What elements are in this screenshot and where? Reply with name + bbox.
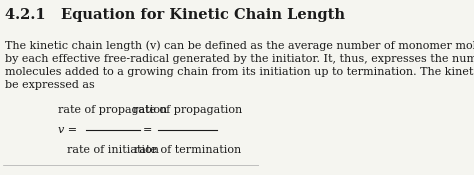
Text: rate of propagation: rate of propagation [133,105,242,115]
Text: =: = [143,125,152,135]
Text: The kinetic chain length (v) can be defined as the average number of monomer mol: The kinetic chain length (v) can be defi… [5,40,474,90]
Text: rate of propagation: rate of propagation [58,105,168,115]
Text: v =: v = [58,125,77,135]
Text: rate of termination: rate of termination [134,145,241,155]
Text: rate of initiation: rate of initiation [67,145,159,155]
Text: 4.2.1   Equation for Kinetic Chain Length: 4.2.1 Equation for Kinetic Chain Length [5,8,346,22]
